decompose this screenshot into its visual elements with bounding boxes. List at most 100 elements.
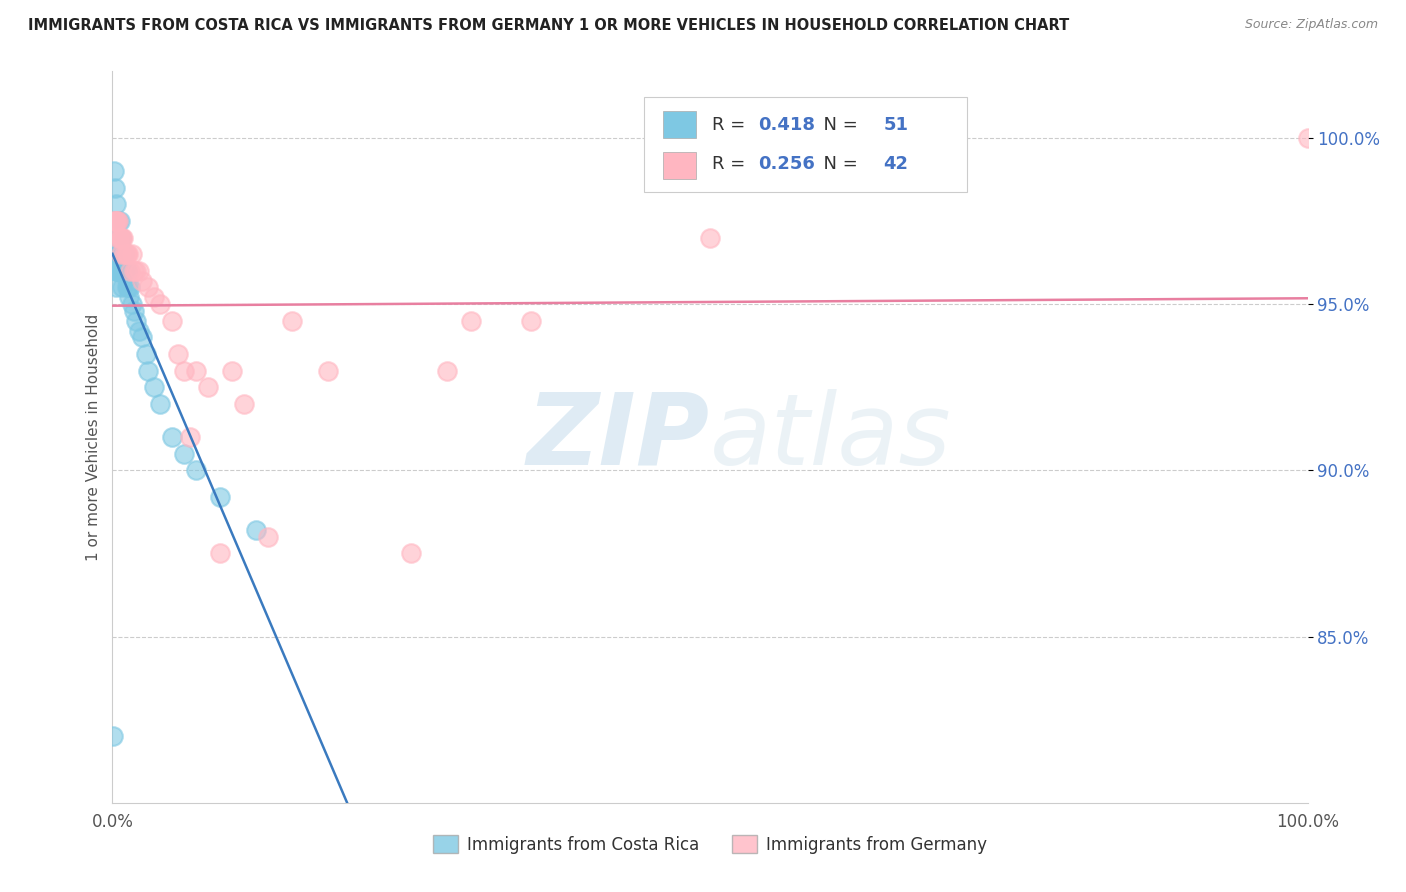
- Point: [108, 214, 131, 228]
- Point: [105, 247, 128, 261]
- Point: [699, 230, 721, 244]
- Point: [110, 247, 132, 261]
- Point: [108, 230, 131, 244]
- Point: [162, 314, 183, 328]
- Text: R =: R =: [713, 116, 751, 134]
- Text: Source: ZipAtlas.com: Source: ZipAtlas.com: [1244, 18, 1378, 31]
- Point: [105, 264, 128, 278]
- Text: R =: R =: [713, 155, 751, 173]
- Point: [108, 247, 131, 261]
- Point: [233, 397, 256, 411]
- Point: [167, 347, 190, 361]
- Point: [520, 314, 543, 328]
- Point: [125, 314, 148, 328]
- Point: [436, 363, 458, 377]
- Point: [122, 264, 145, 278]
- Point: [120, 280, 142, 294]
- Point: [143, 380, 166, 394]
- Point: [179, 430, 201, 444]
- Text: N =: N =: [811, 116, 863, 134]
- Point: [149, 397, 172, 411]
- Point: [401, 546, 423, 560]
- Point: [105, 280, 128, 294]
- Text: 0.418: 0.418: [758, 116, 815, 134]
- Point: [105, 214, 128, 228]
- Point: [173, 363, 195, 377]
- Point: [107, 247, 129, 261]
- Point: [316, 363, 339, 377]
- Point: [114, 270, 136, 285]
- Point: [114, 247, 135, 261]
- Point: [105, 197, 128, 211]
- Point: [173, 447, 195, 461]
- Point: [143, 290, 166, 304]
- FancyBboxPatch shape: [644, 97, 967, 192]
- Point: [460, 314, 482, 328]
- Point: [115, 280, 138, 294]
- Point: [1296, 131, 1319, 145]
- Point: [122, 303, 145, 318]
- Point: [197, 380, 219, 394]
- Text: 51: 51: [883, 116, 908, 134]
- Point: [111, 230, 134, 244]
- Point: [125, 264, 148, 278]
- Point: [209, 546, 232, 560]
- Point: [131, 330, 153, 344]
- Point: [117, 280, 139, 294]
- Point: [114, 264, 135, 278]
- Point: [149, 297, 172, 311]
- Point: [112, 247, 135, 261]
- Point: [104, 180, 127, 194]
- Point: [114, 247, 136, 261]
- Point: [108, 230, 131, 244]
- Point: [107, 230, 129, 244]
- Point: [118, 290, 141, 304]
- Point: [111, 247, 134, 261]
- Point: [131, 274, 153, 288]
- Point: [108, 264, 131, 278]
- Point: [257, 530, 280, 544]
- Point: [138, 280, 160, 294]
- Point: [121, 297, 143, 311]
- Point: [104, 214, 127, 228]
- Point: [110, 230, 132, 244]
- Point: [101, 729, 124, 743]
- Point: [111, 280, 134, 294]
- Text: N =: N =: [811, 155, 863, 173]
- Point: [110, 264, 132, 278]
- Y-axis label: 1 or more Vehicles in Household: 1 or more Vehicles in Household: [86, 313, 101, 561]
- Point: [112, 230, 135, 244]
- Point: [209, 490, 232, 504]
- Point: [186, 363, 208, 377]
- Text: 42: 42: [883, 155, 908, 173]
- Point: [105, 214, 128, 228]
- Point: [107, 264, 129, 278]
- Text: 0.256: 0.256: [758, 155, 814, 173]
- FancyBboxPatch shape: [664, 152, 696, 178]
- Point: [121, 247, 143, 261]
- Point: [110, 247, 132, 261]
- Point: [111, 264, 134, 278]
- Point: [128, 264, 150, 278]
- Point: [245, 523, 267, 537]
- Point: [186, 463, 208, 477]
- Point: [162, 430, 183, 444]
- Point: [281, 314, 304, 328]
- Point: [103, 214, 125, 228]
- Point: [110, 230, 132, 244]
- FancyBboxPatch shape: [664, 112, 696, 138]
- Point: [117, 247, 139, 261]
- Point: [112, 264, 135, 278]
- Point: [138, 363, 160, 377]
- Point: [221, 363, 243, 377]
- Point: [107, 214, 129, 228]
- Point: [107, 230, 129, 244]
- Point: [105, 247, 128, 261]
- Point: [105, 230, 128, 244]
- Point: [135, 347, 157, 361]
- Point: [115, 247, 138, 261]
- Point: [120, 264, 142, 278]
- Point: [128, 324, 150, 338]
- Point: [107, 214, 129, 228]
- Point: [104, 214, 127, 228]
